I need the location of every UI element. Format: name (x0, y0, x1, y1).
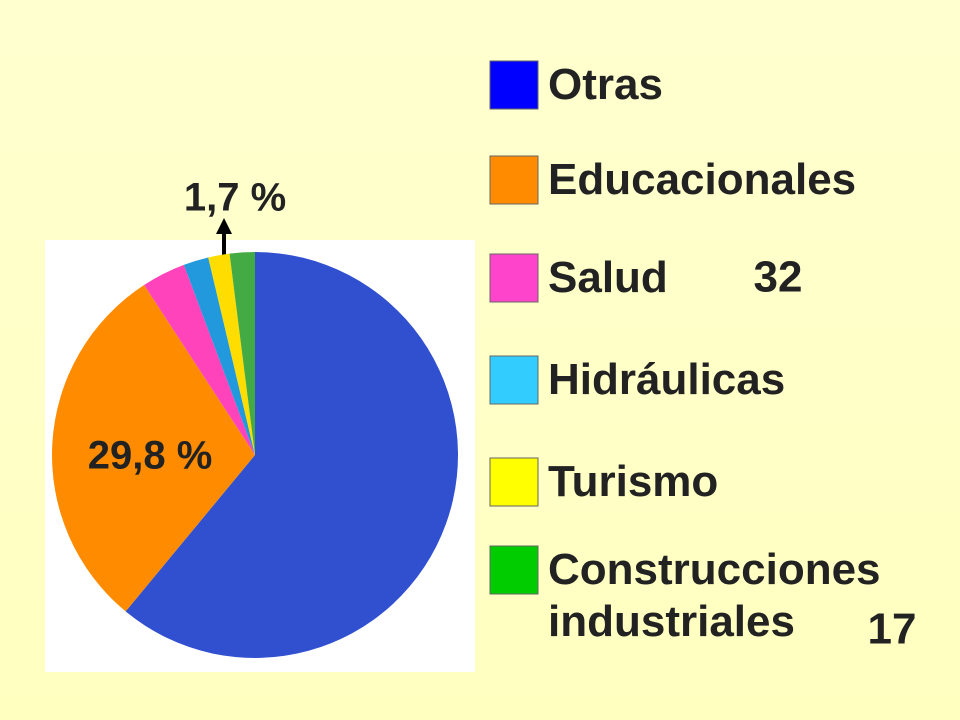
pie-slice (183, 257, 255, 455)
legend-label: Educacionales (548, 155, 857, 204)
pie-slice (144, 264, 255, 455)
legend-label: Turismo (548, 457, 719, 506)
legend-label: Otras (548, 60, 663, 109)
pie-slice (208, 253, 255, 455)
pie-slice (125, 252, 459, 659)
legend-swatch (489, 155, 539, 205)
annotation: 17 (868, 605, 917, 654)
value-label: 29,8 % (88, 434, 213, 478)
legend-swatch (489, 355, 539, 405)
arrow-head (216, 218, 232, 234)
legend-label: Construcciones industriales (548, 545, 881, 646)
value-label: 1,7 % (184, 176, 286, 220)
legend-swatch (489, 457, 539, 507)
legend-swatch (489, 60, 539, 110)
annotation: 32 (754, 253, 803, 302)
legend-swatch (489, 545, 539, 595)
legend-label: Hidráulicas (548, 355, 786, 404)
legend-swatch (489, 253, 539, 303)
legend-label: Salud (548, 253, 668, 302)
pie-slice (229, 252, 255, 455)
pie-slice (52, 284, 255, 612)
